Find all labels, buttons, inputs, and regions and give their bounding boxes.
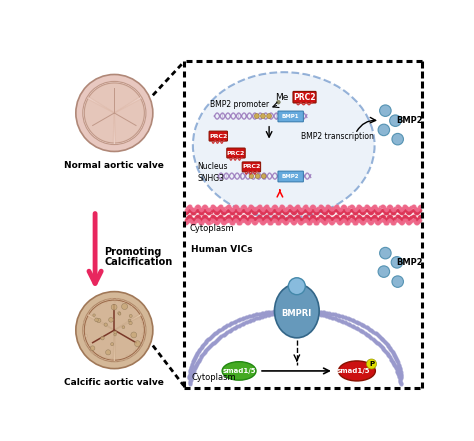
Circle shape [93, 314, 95, 316]
Text: BMP2: BMP2 [396, 116, 422, 125]
Circle shape [106, 350, 111, 355]
Circle shape [131, 332, 137, 338]
Text: Promoting: Promoting [104, 247, 162, 257]
Text: Cytoplasm: Cytoplasm [190, 224, 235, 233]
Text: BMP1: BMP1 [282, 114, 300, 119]
Text: PRC2: PRC2 [293, 93, 316, 102]
Text: BMPRI: BMPRI [282, 309, 312, 318]
FancyBboxPatch shape [278, 171, 303, 182]
Text: BMP2 promoter: BMP2 promoter [210, 100, 269, 109]
Circle shape [135, 341, 140, 347]
Text: Cytoplasm: Cytoplasm [191, 374, 236, 382]
Text: PRC2: PRC2 [242, 164, 261, 169]
Circle shape [118, 312, 121, 314]
Circle shape [95, 318, 99, 322]
Circle shape [255, 114, 259, 119]
Circle shape [380, 247, 391, 259]
Text: Nucleus
SNHG3: Nucleus SNHG3 [198, 162, 228, 183]
Circle shape [390, 115, 401, 127]
Circle shape [392, 133, 403, 145]
Polygon shape [83, 316, 114, 360]
Circle shape [90, 346, 95, 351]
Circle shape [100, 336, 104, 340]
FancyBboxPatch shape [278, 111, 303, 122]
Circle shape [129, 314, 132, 318]
Ellipse shape [338, 361, 375, 381]
Circle shape [128, 319, 131, 322]
Circle shape [255, 174, 260, 179]
Circle shape [118, 313, 121, 315]
Circle shape [378, 124, 390, 136]
Text: Me: Me [275, 93, 289, 102]
Circle shape [276, 100, 280, 104]
Circle shape [121, 303, 128, 310]
Circle shape [392, 276, 403, 288]
Circle shape [110, 343, 114, 346]
Text: PRC2: PRC2 [209, 134, 228, 138]
Circle shape [261, 114, 265, 119]
Circle shape [122, 326, 125, 329]
Polygon shape [84, 99, 114, 143]
Text: BMP2 transcription: BMP2 transcription [301, 131, 374, 141]
FancyBboxPatch shape [242, 162, 261, 172]
Circle shape [109, 318, 113, 322]
Circle shape [83, 82, 146, 145]
Circle shape [76, 292, 153, 369]
Circle shape [378, 266, 390, 277]
Circle shape [288, 278, 305, 295]
Circle shape [267, 114, 272, 119]
Circle shape [111, 304, 117, 310]
Circle shape [129, 321, 132, 325]
Circle shape [249, 174, 254, 179]
Circle shape [114, 333, 116, 336]
Text: Calcification: Calcification [104, 258, 173, 267]
Text: Calcific aortic valve: Calcific aortic valve [64, 378, 164, 387]
Text: P: P [369, 361, 374, 367]
Circle shape [366, 359, 376, 369]
Circle shape [391, 257, 403, 268]
Circle shape [97, 318, 101, 323]
Text: BMP2: BMP2 [282, 174, 300, 179]
Ellipse shape [193, 72, 374, 218]
Ellipse shape [274, 284, 319, 338]
Text: Normal aortic valve: Normal aortic valve [64, 161, 164, 170]
Text: Human VICs: Human VICs [191, 245, 253, 254]
Text: smad1/5: smad1/5 [222, 368, 256, 374]
Circle shape [104, 323, 108, 326]
Polygon shape [114, 99, 145, 143]
FancyBboxPatch shape [293, 91, 316, 103]
Text: BMP2: BMP2 [396, 258, 422, 267]
Circle shape [380, 105, 391, 116]
Circle shape [76, 75, 153, 151]
Polygon shape [89, 83, 140, 113]
Circle shape [83, 299, 146, 362]
Circle shape [261, 174, 266, 179]
Ellipse shape [222, 362, 256, 380]
Text: PRC2: PRC2 [227, 150, 245, 156]
Polygon shape [90, 298, 140, 330]
Circle shape [114, 331, 117, 334]
Polygon shape [114, 315, 146, 362]
FancyBboxPatch shape [209, 131, 228, 141]
Text: smad1/5: smad1/5 [337, 368, 371, 374]
FancyBboxPatch shape [227, 148, 245, 158]
